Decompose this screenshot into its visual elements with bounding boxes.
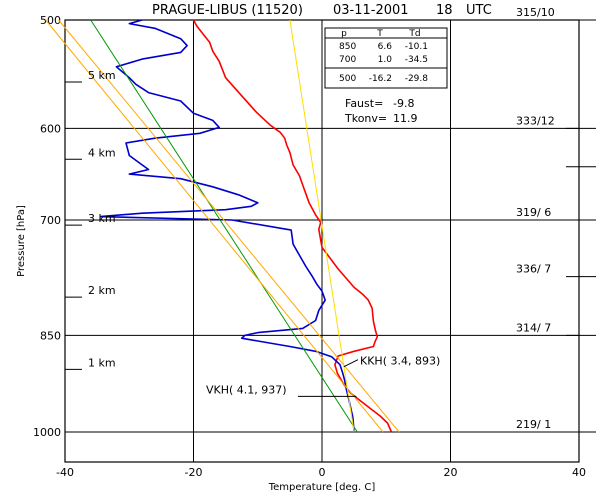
x-tick-label: 0	[319, 466, 326, 479]
table-header-p: p	[341, 29, 347, 39]
height-label: 5 km	[88, 69, 116, 82]
y-tick-label: 700	[40, 214, 61, 227]
wind-label: 333/12	[516, 114, 555, 127]
wind-label: 315/10	[516, 6, 555, 19]
x-axis-label: Temperature [deg. C]	[268, 482, 376, 493]
vkh-label: VKH( 4.1, 937)	[206, 383, 287, 396]
table-cell: -10.1	[405, 42, 428, 52]
chart-title: PRAGUE-LIBUS (11520)	[152, 3, 303, 18]
data-table: p T Td 850 6.6 -10.1 700 1.0 -34.5 500 -…	[324, 27, 448, 89]
y-tick-label: 500	[40, 14, 61, 27]
tkonv-label: Tkonv=	[344, 112, 387, 125]
y-tick-label: 850	[40, 329, 61, 342]
x-tick-label: -20	[185, 466, 203, 479]
table-cell: 700	[339, 55, 356, 65]
pressure-grid: 500 600 700 850 1000	[33, 14, 579, 439]
x-tick-label: 20	[444, 466, 458, 479]
y-axis-label: Pressure [hPa]	[16, 205, 27, 277]
chart-tz: UTC	[466, 3, 492, 18]
wind-label: 314/ 7	[516, 321, 551, 334]
table-cell: 6.6	[378, 42, 393, 52]
series-line-3	[58, 19, 400, 433]
height-label: 3 km	[88, 212, 116, 225]
kkh-leader	[343, 359, 359, 368]
series-lines	[45, 19, 400, 433]
faust-value: -9.8	[393, 97, 414, 110]
y-tick-label: 600	[40, 122, 61, 135]
wind-labels: 315/10 333/12 319/ 6 336/ 7 314/ 7 219/ 1	[516, 6, 596, 433]
height-labels: 5 km 4 km 3 km 2 km 1 km	[65, 69, 116, 370]
annotations: KKH( 3.4, 893) VKH( 4.1, 937)	[206, 355, 440, 397]
faust-label: Faust=	[345, 97, 383, 110]
wind-label: 319/ 6	[516, 206, 551, 219]
table-cell: -34.5	[405, 55, 428, 65]
tkonv-value: 11.9	[393, 112, 418, 125]
series-t-line	[192, 19, 393, 433]
wind-label: 219/ 1	[516, 418, 551, 431]
x-tick-labels: -40 -20 0 20 40	[56, 466, 586, 479]
table-cell: -16.2	[369, 74, 392, 84]
table-header-t: T	[376, 29, 383, 39]
table-cell: 850	[339, 42, 356, 52]
table-cell: 1.0	[378, 55, 393, 65]
height-label: 4 km	[88, 146, 116, 159]
series-line-4	[45, 19, 384, 433]
y-tick-label: 1000	[33, 426, 61, 439]
series-line-2	[90, 19, 358, 433]
x-tick-label: -40	[56, 466, 74, 479]
wind-label: 336/ 7	[516, 263, 551, 276]
height-label: 2 km	[88, 284, 116, 297]
table-cell: -29.8	[405, 74, 429, 84]
series-line-5	[289, 19, 355, 433]
height-label: 1 km	[88, 356, 116, 369]
x-tick-label: 40	[572, 466, 586, 479]
series-td-line	[99, 19, 355, 433]
chart-hour: 18	[436, 3, 453, 18]
chart-date: 03-11-2001	[333, 3, 409, 18]
kkh-label: KKH( 3.4, 893)	[360, 355, 440, 368]
table-header-td: Td	[408, 29, 420, 39]
table-cell: 500	[339, 74, 356, 84]
